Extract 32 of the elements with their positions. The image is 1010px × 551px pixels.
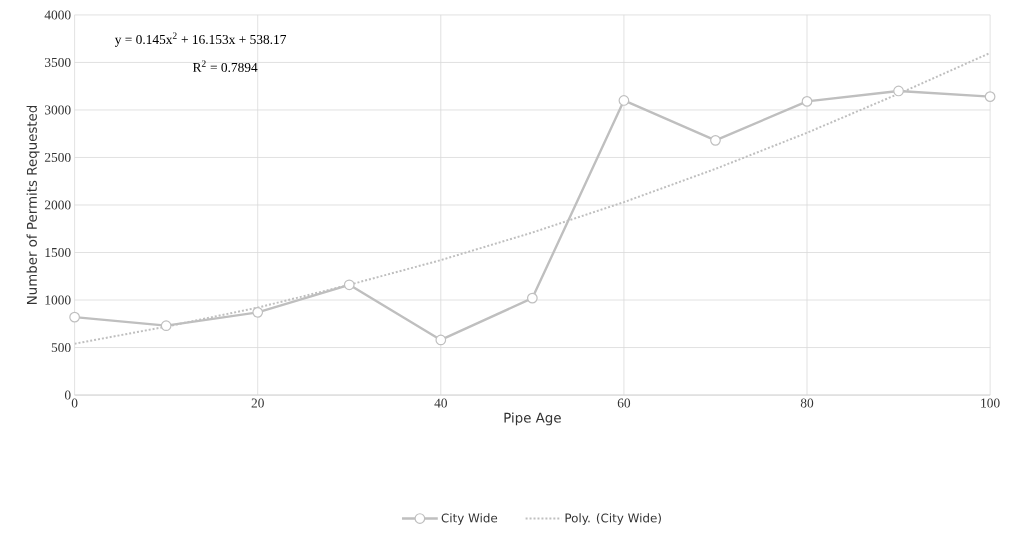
y-tick-label: 4000 [44,10,71,20]
point [618,94,630,106]
point [343,279,355,291]
point [526,292,538,304]
point [435,334,447,346]
x-tick-label: 100 [981,398,1000,408]
point [252,306,264,318]
point [801,95,813,107]
annotation: y = 0.145x$^{2}$ + 16.153x + 538.17 [114,32,287,47]
point [893,85,904,97]
y-tick-label: 2000 [44,200,71,210]
point [984,91,996,102]
y-tick-label: 2500 [44,152,71,162]
annotation: R$^{2}$ = 0.7894 [192,60,258,72]
point [710,134,721,146]
x-tick-label: 40 [434,398,447,408]
y-axis-title: Number of Permits Requested [26,105,40,304]
x-tick-label: 80 [800,398,814,408]
y-tick-label: 3000 [44,105,71,115]
x-axis-title: Pipe Age [504,412,561,426]
point [69,311,80,323]
legend-label: City Wide [441,513,498,525]
y-tick-label: 3500 [44,57,71,67]
y-tick-label: 1500 [45,247,71,257]
y-tick-label: 1000 [45,295,71,305]
legend-label: Poly. (City Wide) [565,513,661,525]
x-tick-label: 20 [251,398,264,408]
y-tick-label: 0 [64,390,71,400]
x-tick-label: 0 [71,398,78,408]
y-tick-label: 500 [51,342,71,352]
point [160,320,172,331]
x-tick-label: 60 [617,398,631,408]
